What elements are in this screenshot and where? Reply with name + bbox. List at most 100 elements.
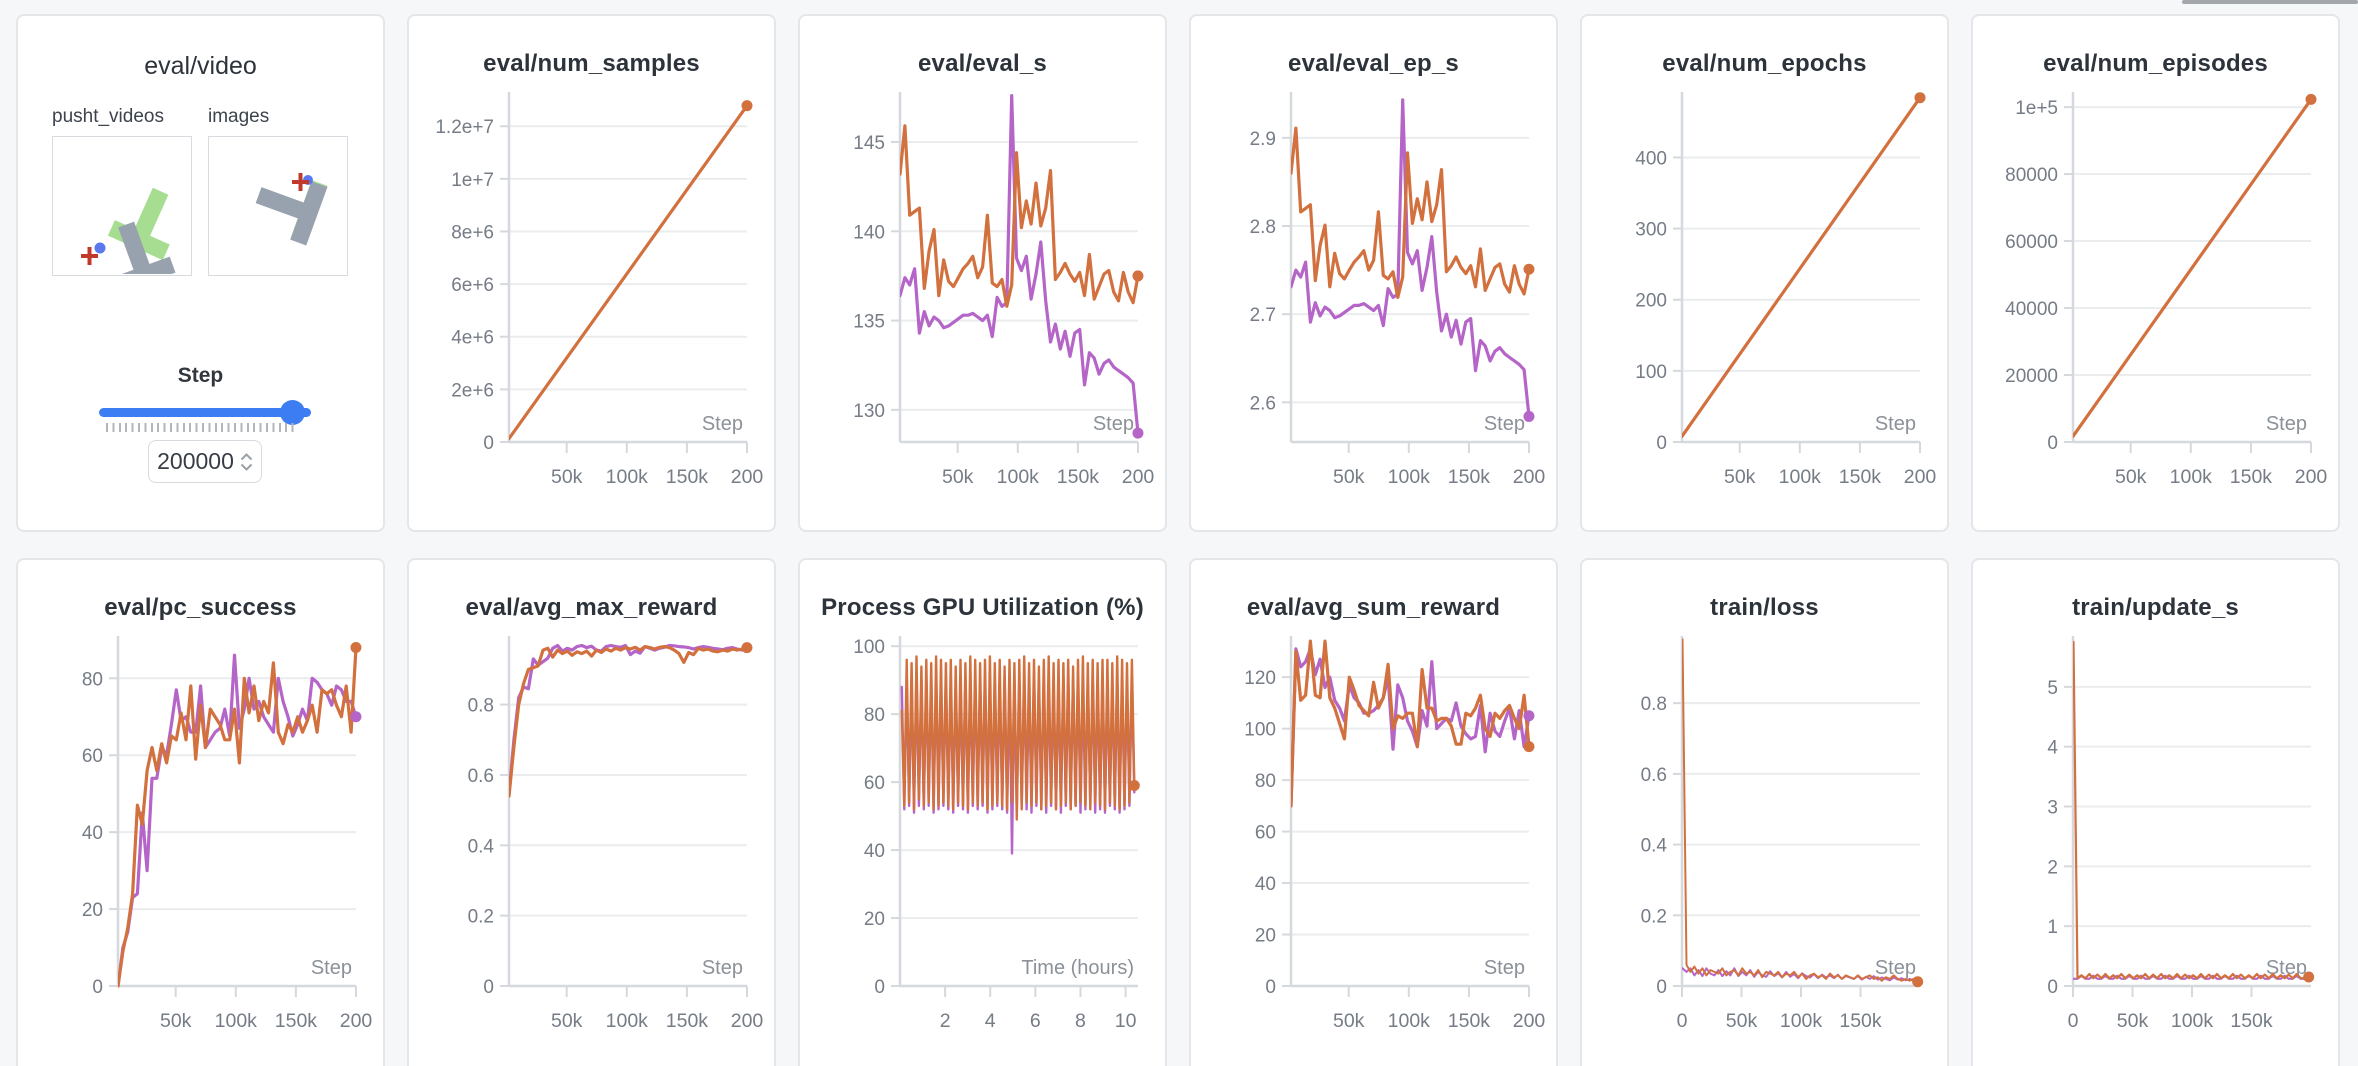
horizontal-scrollbar[interactable]	[2182, 0, 2358, 4]
svg-text:80000: 80000	[2005, 165, 2058, 186]
chart-canvas-num_episodes[interactable]: 0 20000 40000 60000 80000 1e+5 50k 100k 150k 200 S…	[1975, 82, 2337, 520]
chart-panel-train_loss[interactable]: train/loss 0 0.2 0.4 0.6 0.8 0 50k 100k 150k Step	[1580, 558, 1949, 1066]
chart-panel-num_epochs[interactable]: eval/num_epochs 0 100 200 300 400 50k 100k 150k 2…	[1580, 14, 1949, 532]
svg-text:150k: 150k	[1447, 1010, 1490, 1032]
chart-panel-eval_s[interactable]: eval/eval_s 130 135 140 145 50k 100k 150k 200 Ste…	[798, 14, 1167, 532]
chart-panel-train_update_s[interactable]: train/update_s 0 1 2 3 4 5 0 50k 100k 150k Step	[1971, 558, 2340, 1066]
chart-canvas-eval_s[interactable]: 130 135 140 145 50k 100k 150k 200 Step	[802, 82, 1164, 520]
goal-cross	[81, 247, 98, 265]
svg-text:20: 20	[863, 909, 884, 930]
svg-text:Time (hours): Time (hours)	[1021, 957, 1134, 979]
svg-text:0: 0	[1676, 1010, 1687, 1032]
svg-text:40: 40	[1254, 874, 1275, 895]
svg-text:1e+7: 1e+7	[451, 170, 494, 191]
step-value-input[interactable]: 200000	[148, 440, 262, 483]
chart-title: train/update_s	[2072, 594, 2239, 621]
svg-text:Step: Step	[310, 957, 351, 979]
svg-text:2.9: 2.9	[1249, 129, 1275, 150]
chart-canvas-num_samples[interactable]: 0 2e+6 4e+6 6e+6 8e+6 1e+7 1.2e+7 50k 100k 150k 20…	[411, 82, 773, 520]
svg-text:150k: 150k	[1839, 1010, 1882, 1032]
svg-text:150k: 150k	[2229, 466, 2272, 488]
svg-text:Step: Step	[1483, 413, 1524, 435]
svg-text:5: 5	[2047, 678, 2058, 699]
svg-text:120: 120	[1244, 668, 1276, 689]
svg-text:150k: 150k	[665, 466, 708, 488]
step-slider-handle[interactable]	[280, 400, 305, 425]
chart-title: Process GPU Utilization (%)	[821, 594, 1144, 621]
svg-text:6e+6: 6e+6	[451, 275, 494, 296]
video-caption-images: images	[208, 106, 270, 127]
chart-panel-num_samples[interactable]: eval/num_samples 0 2e+6 4e+6 6e+6 8e+6 1e+7 1.2…	[407, 14, 776, 532]
svg-text:200: 200	[730, 1010, 763, 1032]
stepper-arrows-icon[interactable]	[240, 452, 253, 471]
svg-text:200: 200	[2294, 466, 2327, 488]
svg-text:200: 200	[1635, 291, 1667, 312]
chart-panel-gpu_util[interactable]: Process GPU Utilization (%) 0 20 40 60 80 100 2…	[798, 558, 1167, 1066]
svg-text:8: 8	[1075, 1010, 1086, 1032]
chart-panel-eval_ep_s[interactable]: eval/eval_ep_s 2.6 2.7 2.8 2.9 50k 100k 150k 200…	[1189, 14, 1558, 532]
svg-text:Step: Step	[701, 957, 742, 979]
svg-text:100: 100	[1244, 720, 1276, 741]
chart-canvas-avg_max_reward[interactable]: 0 0.2 0.4 0.6 0.8 50k 100k 150k 200 Step	[411, 626, 773, 1064]
svg-text:1.2e+7: 1.2e+7	[435, 117, 494, 138]
step-slider-track[interactable]	[99, 408, 311, 417]
chart-title: eval/eval_ep_s	[1288, 50, 1459, 77]
chart-panel-avg_sum_reward[interactable]: eval/avg_sum_reward 0 20 40 60 80 100 120 50k 100…	[1189, 558, 1558, 1066]
svg-text:40: 40	[81, 823, 102, 844]
svg-text:100k: 100k	[2170, 1010, 2213, 1032]
svg-text:50k: 50k	[159, 1010, 191, 1032]
svg-text:150k: 150k	[1838, 466, 1881, 488]
svg-text:0: 0	[1656, 977, 1667, 998]
svg-text:20000: 20000	[2005, 366, 2058, 387]
svg-text:Step: Step	[1092, 413, 1133, 435]
svg-text:0.4: 0.4	[1640, 836, 1667, 857]
chart-panel-num_episodes[interactable]: eval/num_episodes 0 20000 40000 60000 80000 1e…	[1971, 14, 2340, 532]
svg-text:50k: 50k	[550, 1010, 582, 1032]
svg-text:0.6: 0.6	[1640, 765, 1666, 786]
svg-text:60: 60	[81, 746, 102, 767]
svg-text:100k: 100k	[1387, 466, 1430, 488]
chart-panel-pc_success[interactable]: eval/pc_success 0 20 40 60 80 50k 100k 150k 200 St…	[16, 558, 385, 1066]
media-panel-eval-video[interactable]: eval/video pusht_videos images	[16, 14, 385, 532]
chart-canvas-eval_ep_s[interactable]: 2.6 2.7 2.8 2.9 50k 100k 150k 200 Step	[1193, 82, 1555, 520]
chart-canvas-pc_success[interactable]: 0 20 40 60 80 50k 100k 150k 200 Step	[20, 626, 382, 1064]
chart-canvas-num_epochs[interactable]: 0 100 200 300 400 50k 100k 150k 200 Step	[1584, 82, 1946, 520]
svg-text:0: 0	[874, 977, 885, 998]
chart-canvas-avg_sum_reward[interactable]: 0 20 40 60 80 100 120 50k 100k 150k 200 Step	[1193, 626, 1555, 1064]
chart-panel-avg_max_reward[interactable]: eval/avg_max_reward 0 0.2 0.4 0.6 0.8 50k 100k 1…	[407, 558, 776, 1066]
svg-text:2.6: 2.6	[1249, 393, 1275, 414]
video-caption-pusht-videos: pusht_videos	[52, 106, 164, 127]
svg-text:150k: 150k	[665, 1010, 708, 1032]
svg-text:0.4: 0.4	[467, 836, 494, 857]
svg-text:200: 200	[339, 1010, 372, 1032]
chart-canvas-gpu_util[interactable]: 0 20 40 60 80 100 2 4 6 8 10 Time (hours)	[802, 626, 1164, 1064]
svg-text:80: 80	[863, 705, 884, 726]
step-slider-ticks	[106, 423, 298, 432]
svg-text:200: 200	[1121, 466, 1154, 488]
svg-text:100k: 100k	[1779, 1010, 1822, 1032]
video-thumbnail-images[interactable]	[208, 136, 348, 276]
svg-text:150k: 150k	[274, 1010, 317, 1032]
svg-text:100: 100	[853, 637, 885, 658]
svg-text:2: 2	[2047, 857, 2058, 878]
video-thumbnail-pusht[interactable]	[52, 136, 192, 294]
svg-text:0: 0	[2047, 433, 2058, 454]
svg-text:0: 0	[483, 977, 494, 998]
svg-text:60: 60	[863, 773, 884, 794]
svg-text:60000: 60000	[2005, 232, 2058, 253]
svg-text:100k: 100k	[605, 466, 648, 488]
svg-text:0: 0	[2067, 1010, 2078, 1032]
svg-text:100k: 100k	[2169, 466, 2212, 488]
svg-text:100k: 100k	[1387, 1010, 1430, 1032]
svg-text:80: 80	[81, 669, 102, 690]
pusht-env-render	[81, 187, 176, 294]
svg-text:50k: 50k	[2116, 1010, 2148, 1032]
chart-canvas-train_loss[interactable]: 0 0.2 0.4 0.6 0.8 0 50k 100k 150k Step	[1584, 626, 1946, 1064]
svg-text:0.8: 0.8	[1640, 694, 1666, 715]
svg-text:80: 80	[1254, 771, 1275, 792]
media-panel-title: eval/video	[144, 52, 257, 80]
svg-text:20: 20	[1254, 926, 1275, 947]
goal-cross	[292, 173, 309, 191]
